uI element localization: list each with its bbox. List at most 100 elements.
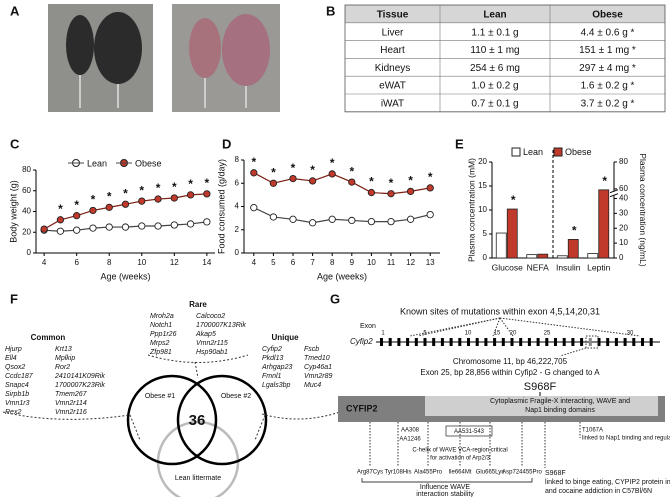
exon-box (440, 338, 444, 346)
domain-text: Nap1 binding domains (525, 407, 595, 414)
point (105, 223, 113, 231)
y-tick-label: 20 (478, 157, 487, 166)
significance: * (389, 176, 394, 190)
significance: * (271, 165, 276, 179)
mutation-pointer (417, 317, 501, 337)
panel-label: B (326, 3, 335, 18)
exon-box (641, 338, 644, 346)
significance: * (188, 177, 193, 191)
gene-name: Cyfip2 (262, 346, 282, 353)
significance: * (156, 181, 161, 195)
table-cell: 297 ± 4 mg * (579, 63, 636, 74)
y2-tick-label: 0 (619, 253, 624, 262)
significance: * (74, 198, 79, 212)
point (348, 178, 356, 186)
list-title: Common (31, 333, 66, 342)
x-axis-label: Age (weeks) (100, 271, 150, 281)
gene-name: Hjurp (5, 346, 22, 353)
x-tick-label: NEFA (527, 262, 550, 272)
significance: * (511, 193, 516, 207)
exon-box (562, 338, 566, 346)
significance: * (330, 156, 335, 170)
x-axis-label: Age (weeks) (317, 271, 367, 281)
series-line (253, 207, 431, 224)
y-tick-label: 10 (478, 205, 487, 214)
exon-box (597, 338, 601, 346)
gene-name: Cyp46a1 (304, 364, 332, 371)
exon-box (632, 338, 636, 346)
y2-tick-label: 60 (619, 184, 628, 193)
table-cell: iWAT (381, 99, 404, 110)
point (308, 177, 317, 185)
gene-name: Qsox2 (5, 364, 25, 371)
y-tick-label: 8 (235, 155, 240, 164)
dashed-pointer (254, 414, 266, 441)
gene-name: Vmn1r3 (5, 400, 30, 407)
exon-box (536, 338, 540, 346)
mouse (94, 12, 142, 84)
venn-circle (126, 374, 218, 466)
significance: * (172, 180, 177, 194)
significance: * (349, 164, 354, 178)
variant: Ala455Pro (414, 470, 443, 476)
x-tick-label: 10 (367, 258, 376, 267)
significance: * (123, 186, 128, 200)
table-cell: 1.0 ± 0.2 g (471, 81, 518, 92)
exon-box (501, 338, 505, 346)
legend-swatch (511, 147, 521, 157)
point (328, 170, 336, 178)
mutation-pointer (492, 317, 501, 337)
x-tick-label: 12 (406, 258, 415, 267)
exon-box (432, 338, 436, 346)
variant: Asp724455Pro (502, 470, 542, 476)
exon-number: 10 (465, 331, 472, 337)
s968: and cocaine addiction in C57Bl/6N (545, 488, 652, 495)
y-tick-label: 6 (235, 178, 240, 187)
y2-axis-label: Plasma concentration (ng/mL) (638, 153, 648, 267)
y2-tick-label: 80 (619, 157, 628, 166)
gene-name: Tmem267 (55, 391, 88, 398)
venn-center: 36 (189, 412, 206, 429)
exon-number: 25 (544, 331, 551, 337)
exon-box (545, 338, 549, 346)
x-tick-label: 12 (170, 258, 179, 267)
gene-name: 1700007K23Rik (55, 382, 105, 389)
x-tick-label: 6 (291, 258, 296, 267)
highlight-box (585, 335, 599, 349)
s968: S968F (545, 470, 566, 477)
point (154, 222, 162, 230)
point (250, 204, 258, 212)
point (56, 227, 65, 235)
point (89, 206, 97, 215)
gene-name: Ccdc187 (5, 373, 34, 380)
table-cell: 254 ± 6 mg (470, 63, 520, 74)
exon-box (493, 338, 497, 346)
protein-name: CYFIP2 (346, 403, 378, 413)
influence: interaction stability (416, 491, 474, 497)
exon-box (423, 338, 427, 346)
point (269, 179, 278, 187)
significance: * (139, 183, 144, 197)
gene-title: Known sites of mutations within exon 4,5… (400, 306, 600, 316)
x-tick-label: 8 (107, 258, 112, 267)
y-tick-label: 5 (483, 229, 488, 238)
exon-number: 15 (494, 331, 501, 337)
series-line (253, 172, 431, 195)
exon-box (397, 338, 401, 346)
y-tick-label: 40 (22, 207, 31, 216)
gene-name: Mrps2 (150, 340, 170, 347)
axis-break-mark (609, 193, 619, 198)
point (387, 190, 395, 198)
x-tick-label: 14 (202, 258, 211, 267)
exon-box (484, 338, 488, 346)
x-tick-label: 4 (252, 258, 257, 267)
point (426, 210, 434, 219)
legend-label: Lean (523, 147, 543, 157)
variant: Glu665Lys (476, 470, 504, 476)
gene-name: Akap5 (195, 331, 216, 338)
gene-name: Fmnl1 (262, 373, 282, 380)
point (121, 223, 130, 231)
gene-name: Vmn2r114 (55, 400, 87, 407)
gene-name: Lgals3bp (262, 382, 291, 389)
